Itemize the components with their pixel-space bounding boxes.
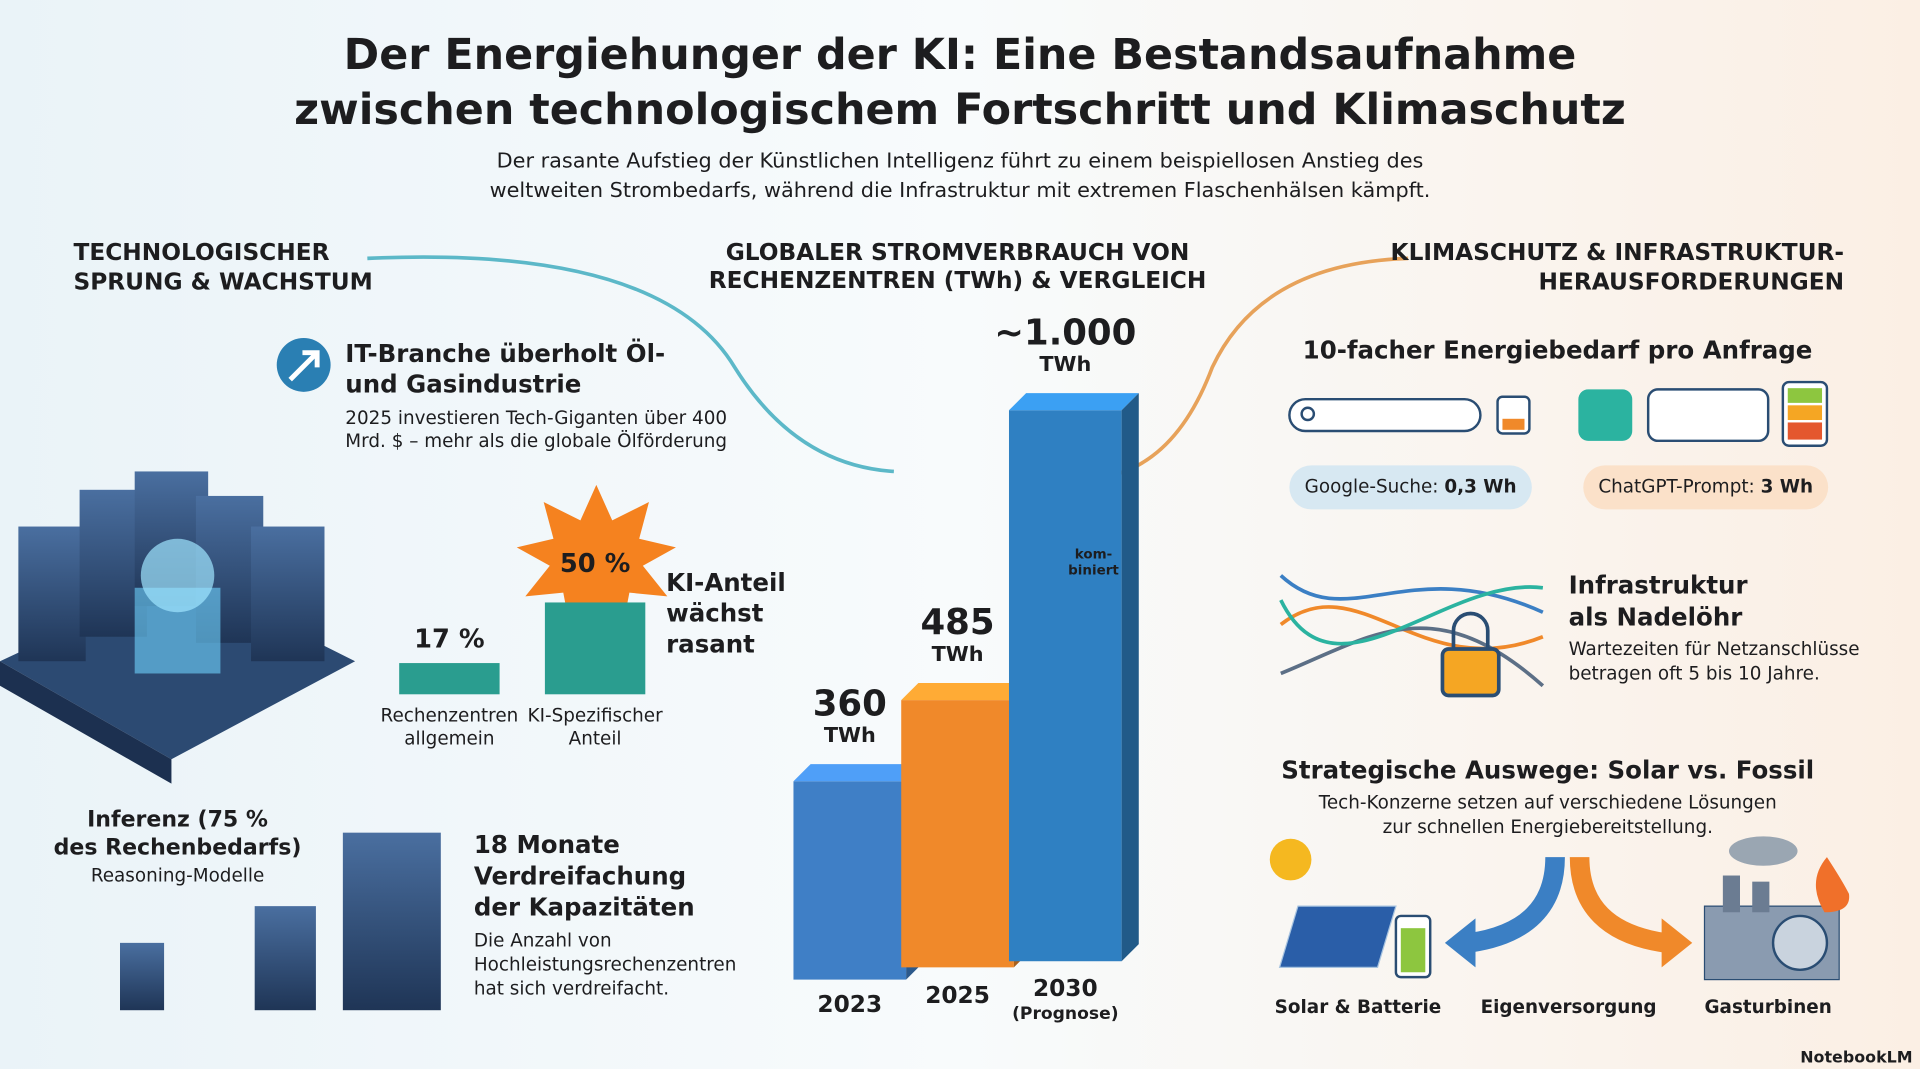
item-text: Hochleistungsrechenzentren [474,955,736,976]
value-label: 17 % [414,624,484,654]
unit-label: TWh [824,723,876,747]
option-label: Eigenversorgung [1481,997,1657,1018]
item-title: KI-Anteil [666,568,786,597]
bar [399,663,500,695]
x-tick-label: KI-Spezifischer [528,705,664,726]
bar [793,781,907,980]
bar [901,700,1014,968]
option-label: Gasturbinen [1704,997,1831,1018]
title: zwischen technologischem Fortschritt und… [294,85,1626,135]
item-title: der Kapazitäten [474,893,695,922]
item-title: Infrastruktur [1569,571,1748,600]
query-icons [1288,380,1829,510]
subtitle: Der rasante Aufstieg der Künstlichen Int… [497,149,1424,173]
option-label: Solar & Batterie [1275,997,1442,1018]
pill-label: ChatGPT-Prompt: [1598,476,1760,497]
item-title: wächst [666,599,764,628]
item-text: Wartezeiten für Netzanschlüsse [1569,639,1860,660]
value-label: 50 % [560,549,630,579]
title: Der Energiehunger der KI: Eine Bestandsa… [344,30,1577,80]
x-tick-label: 2025 [925,982,990,1009]
item-title: Verdreifachung [474,861,686,890]
section-heading: SPRUNG & WACHSTUM [73,268,372,295]
section-heading: TECHNOLOGISCHER [73,239,329,266]
value-label: 360 [813,683,887,724]
unit-label: TWh [1039,352,1091,376]
divider-curve [1101,256,1409,480]
bar [1008,410,1122,962]
item-text: 2025 investieren Tech-Giganten über 400 [345,408,727,429]
brand: NotebookLM [1800,1047,1912,1066]
chart-title: GLOBALER STROMVERBRAUCH VON [726,239,1190,266]
section-heading: HERAUSFORDERUNGEN [1539,268,1845,295]
server-illustration [0,471,441,1011]
energy-illustration [1269,836,1850,981]
item-title: Strategische Auswege: Solar vs. Fossil [1281,755,1814,784]
item-text: Die Anzahl von [474,931,612,952]
value-label: 485 [920,602,994,643]
grid-illustration [1279,574,1545,698]
item-text: hat sich verdreifacht. [474,978,669,999]
x-tick-label: 2023 [817,991,882,1018]
item-text: betragen oft 5 bis 10 Jahre. [1569,664,1820,685]
annotation: biniert [1068,564,1119,579]
x-tick-label: 2030 [1033,975,1098,1002]
x-tick-label: Rechenzentren [381,705,519,726]
item-text: Reasoning-Modelle [91,866,264,887]
bar-top [901,682,1032,701]
pill-value: 0,3 Wh [1444,476,1516,497]
bar [544,602,646,695]
annotation: kom- [1075,548,1112,563]
bar-side [1121,393,1139,962]
starburst [516,484,676,631]
pill-label: Google-Suche: [1305,476,1445,497]
item-title: 18 Monate [474,830,620,859]
x-tick-label: Anteil [569,729,622,750]
chart-title: RECHENZENTREN (TWh) & VERGLEICH [709,267,1207,294]
item-text: Mrd. $ – mehr als die globale Ölförderun… [345,430,727,452]
value-label: ~1.000 [994,312,1136,353]
item-title: als Nadelöhr [1569,602,1743,631]
unit-label: TWh [932,642,984,666]
item-title: rasant [666,629,755,658]
pill-value: 3 Wh [1761,476,1814,497]
bar-top [1008,393,1139,411]
item-text: Tech-Konzerne setzen auf verschiedene Lö… [1318,792,1777,813]
energy-pill: Google-Suche: 0,3 Wh [1305,476,1517,497]
item-title: und Gasindustrie [345,370,581,399]
item-title: 10-facher Energiebedarf pro Anfrage [1303,335,1813,364]
divider-curve [367,255,894,474]
bar-top [793,764,924,782]
item-title: IT-Branche überholt Öl- [345,338,665,368]
energy-pill: ChatGPT-Prompt: 3 Wh [1598,476,1813,497]
arrow-icon [288,350,320,382]
section-heading: KLIMASCHUTZ & INFRASTRUKTUR- [1391,239,1845,266]
item-text: zur schnellen Energiebereitstellung. [1383,817,1713,838]
subtitle: weltweiten Strombedarfs, während die Inf… [490,178,1431,202]
item-title: Inferenz (75 % [87,807,268,832]
annotation: (Prognose) [1012,1004,1118,1024]
x-tick-label: allgemein [404,729,494,750]
item-title: des Rechenbedarfs) [54,836,302,861]
